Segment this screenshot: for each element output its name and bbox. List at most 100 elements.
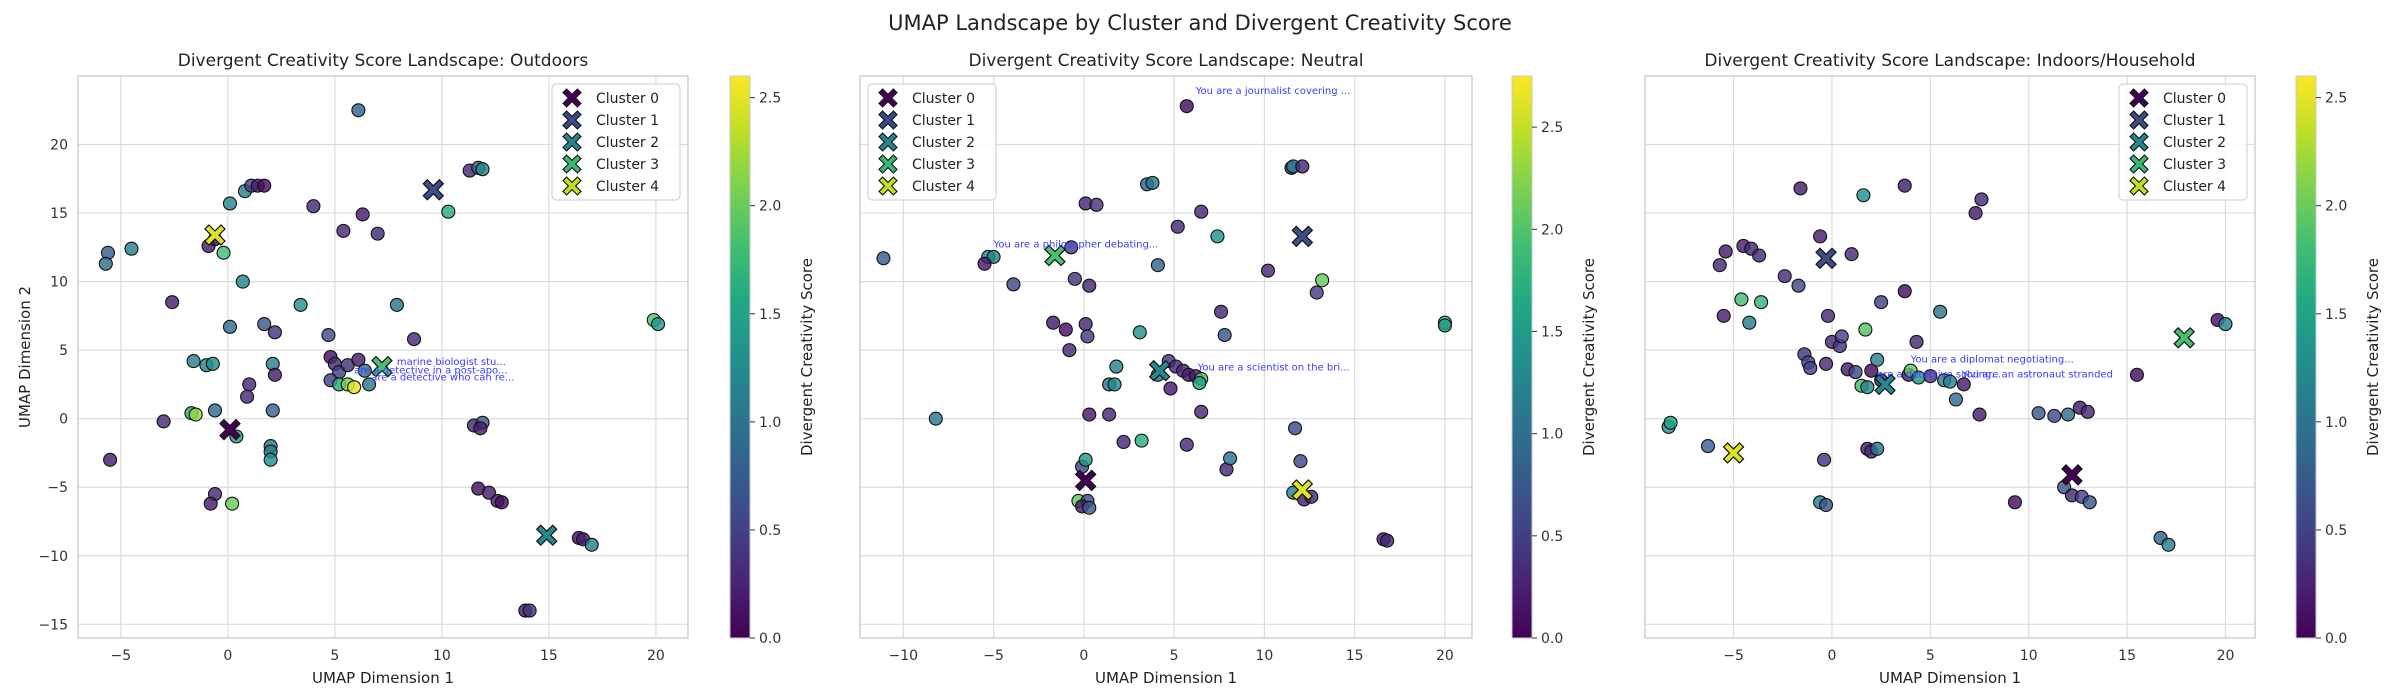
data-point — [1107, 377, 1122, 392]
legend-label: Cluster 4 — [2163, 179, 2226, 195]
data-point — [2031, 406, 2046, 421]
legend-box — [2118, 83, 2248, 201]
data-point — [1170, 219, 1185, 234]
centroid-marker — [1044, 244, 1066, 267]
data-point — [1192, 375, 1207, 391]
data-point — [1102, 407, 1117, 422]
colorbar-tick-label: 1.0 — [2325, 415, 2347, 431]
colorbar-gradient — [2295, 75, 2317, 639]
colorbar-gradient — [1511, 75, 1533, 639]
data-point — [257, 178, 272, 193]
data-point — [1315, 273, 1330, 288]
panel-0: −5 0 5 10 15 20 −15 −10 −5 0 5 10 15 20 Divergent Crea… — [16, 51, 816, 687]
x-tick-label: 15 — [2118, 648, 2136, 664]
colorbar-tick-label: 1.0 — [1541, 427, 1563, 443]
data-point — [473, 421, 488, 436]
data-point — [1295, 159, 1310, 174]
centroid-marker — [2173, 326, 2196, 349]
colorbar-label: Divergent Creativity Score — [2364, 258, 2382, 456]
data-point — [1663, 415, 1678, 430]
y-tick-label: 0 — [59, 412, 68, 428]
data-point — [1194, 204, 1209, 219]
x-tick-label: 10 — [1255, 648, 1273, 664]
data-point — [1793, 181, 1808, 196]
data-point — [2161, 537, 2176, 552]
panel-1: −10 −5 0 5 10 15 20 Divergent Creativity Score … — [859, 51, 1598, 687]
data-point — [1700, 439, 1716, 454]
panel-2: −5 0 5 10 15 20 Divergent Creativity Score Lan… — [1644, 51, 2382, 687]
x-tick-label: −10 — [889, 648, 919, 664]
centroid-marker — [422, 178, 445, 201]
colorbar-tick-label: 1.5 — [2325, 307, 2347, 323]
colorbar-tick-label: 0.5 — [1541, 529, 1563, 545]
x-axis-label: UMAP Dimension 1 — [1879, 669, 2021, 687]
data-point — [2218, 317, 2233, 332]
data-point — [441, 204, 456, 219]
legend-marker — [878, 154, 898, 174]
data-point — [977, 256, 992, 271]
centroid-marker — [1815, 247, 1837, 270]
data-point — [351, 352, 366, 367]
colorbar-tick-label: 2.0 — [2325, 199, 2347, 215]
point-annotation: are a detective who can re... — [371, 372, 514, 383]
legend-marker — [562, 132, 582, 152]
colorbar: 0.0 0.5 1.0 1.5 2.0 2.5 Divergent Creativity S… — [1511, 75, 1598, 647]
y-tick-label: −15 — [38, 617, 68, 633]
data-point — [2061, 407, 2076, 422]
data-point — [370, 226, 385, 241]
data-point — [1897, 284, 1912, 299]
legend-marker — [878, 88, 898, 108]
data-point — [1817, 452, 1832, 467]
legend-marker — [2129, 132, 2149, 152]
legend-label: Cluster 1 — [2163, 113, 2226, 129]
x-tick-label: 15 — [540, 648, 558, 664]
plot-frame — [77, 75, 689, 639]
point-annotation: are a detective solving... — [1877, 370, 2001, 381]
colorbar-gradient — [729, 75, 751, 639]
data-point — [1080, 329, 1095, 344]
legend-marker — [2129, 88, 2149, 108]
colorbar-tick-label: 1.5 — [1541, 324, 1563, 340]
y-axis-label: UMAP Dimension 2 — [16, 286, 34, 428]
centroid-marker — [535, 524, 558, 547]
data-point — [1834, 329, 1849, 344]
colorbar-tick-label: 2.5 — [2325, 91, 2347, 107]
data-point — [188, 407, 203, 422]
data-point — [1217, 328, 1232, 343]
panel-title: Divergent Creativity Score Landscape: Ou… — [178, 51, 589, 71]
data-point — [1150, 258, 1165, 273]
data-point — [1942, 374, 1958, 389]
data-point — [1856, 188, 1871, 203]
colorbar-tick-label: 1.5 — [759, 307, 781, 323]
data-point — [1078, 452, 1093, 467]
data-point — [240, 389, 255, 404]
colorbar: 0.0 0.5 1.0 1.5 2.0 2.5 Divergent Creativity S… — [729, 75, 816, 647]
colorbar-tick-label: 0.0 — [1541, 631, 1563, 647]
legend-label: Cluster 3 — [596, 157, 659, 173]
data-point — [225, 496, 240, 511]
legend-marker — [878, 132, 898, 152]
data-point — [481, 485, 496, 500]
data-point — [263, 452, 278, 467]
x-tick-label: 5 — [330, 648, 339, 664]
data-point — [1860, 380, 1875, 395]
data-point — [2129, 367, 2144, 382]
data-point — [1163, 381, 1178, 396]
data-point — [928, 411, 943, 426]
y-tick-label: 5 — [59, 343, 68, 359]
data-point — [207, 403, 223, 418]
data-point — [1437, 318, 1452, 333]
data-point — [267, 367, 282, 382]
data-point — [584, 537, 599, 552]
data-point — [1064, 240, 1079, 255]
colorbar-tick-label: 0.0 — [2325, 631, 2347, 647]
x-tick-label: 5 — [1926, 648, 1935, 664]
centroid-marker — [1291, 225, 1314, 248]
centroid-marker — [204, 224, 226, 246]
data-point — [406, 332, 422, 347]
data-point — [1716, 308, 1731, 323]
legend-label: Cluster 4 — [912, 179, 975, 195]
data-point — [1874, 295, 1889, 310]
data-point — [203, 496, 218, 511]
